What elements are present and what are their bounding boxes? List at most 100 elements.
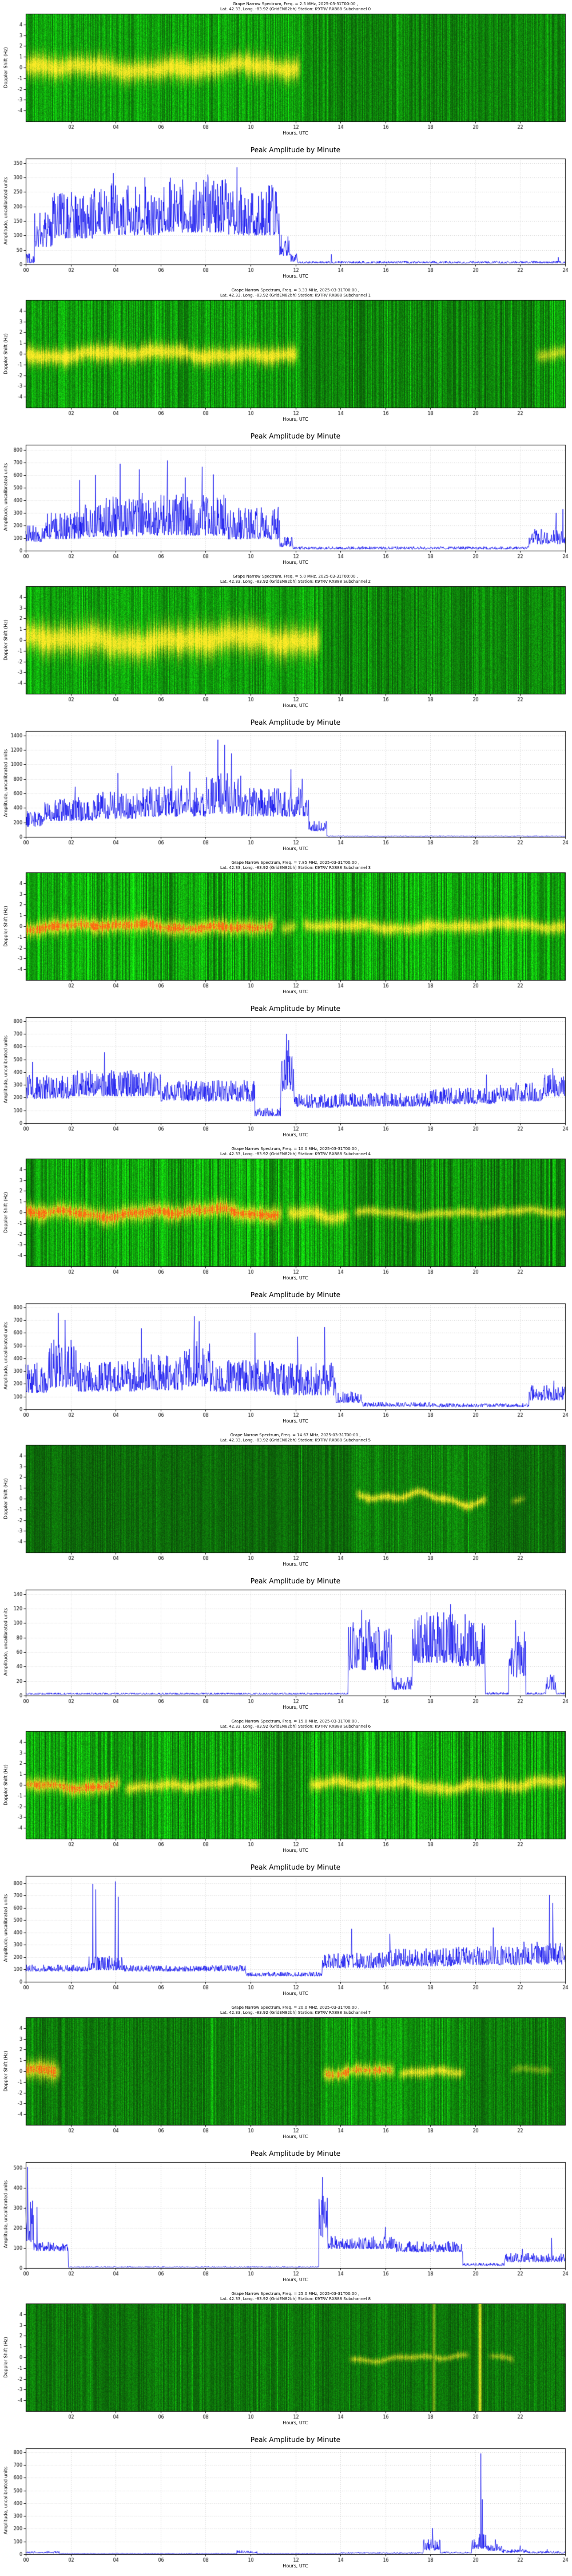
y-axis-label: Doppler Shift (Hz)	[3, 619, 9, 661]
line-chart-canvas-8	[0, 2433, 572, 2576]
y-axis-label: Doppler Shift (Hz)	[3, 1192, 9, 1233]
x-axis-label: Hours, UTC	[283, 703, 308, 708]
spectrogram-figure-3: Grape Narrow Spectrum, Freq. = 7.85 MHz,…	[0, 859, 572, 1002]
line-chart-canvas-5	[0, 1574, 572, 1717]
chart-title: Peak Amplitude by Minute	[250, 1577, 341, 1585]
chart-subtitle: Lat. 42.33, Long. -83.92 (GridEN82bh) St…	[220, 1152, 371, 1156]
line-chart-canvas-2	[0, 716, 572, 859]
spectrogram-canvas-5	[0, 1431, 572, 1574]
y-axis-label: Doppler Shift (Hz)	[3, 333, 9, 374]
amplitude-figure-5: Peak Amplitude by Minute Amplitude, unca…	[0, 1574, 572, 1717]
x-axis-label: Hours, UTC	[283, 1275, 308, 1281]
chart-subtitle: Lat. 42.33, Long. -83.92 (GridEN82bh) St…	[220, 2297, 371, 2301]
spectrogram-figure-0: Grape Narrow Spectrum, Freq. = 2.5 MHz, …	[0, 0, 572, 143]
x-axis-label: Hours, UTC	[283, 1848, 308, 1853]
chart-title: Grape Narrow Spectrum, Freq. = 5.0 MHz, …	[232, 574, 359, 579]
y-axis-label: Amplitude, uncalibrated units	[3, 2180, 9, 2249]
x-axis-label: Hours, UTC	[283, 2563, 308, 2569]
x-axis-label: Hours, UTC	[283, 1562, 308, 1567]
x-axis-label: Hours, UTC	[283, 131, 308, 136]
spectrogram-canvas-6	[0, 1717, 572, 1860]
x-axis-label: Hours, UTC	[283, 274, 308, 279]
chart-subtitle: Lat. 42.33, Long. -83.92 (GridEN82bh) St…	[220, 1438, 371, 1443]
x-axis-label: Hours, UTC	[283, 2420, 308, 2425]
amplitude-figure-3: Peak Amplitude by Minute Amplitude, unca…	[0, 1002, 572, 1145]
spectrogram-canvas-2	[0, 572, 572, 716]
spectrogram-canvas-0	[0, 0, 572, 143]
x-axis-label: Hours, UTC	[283, 1419, 308, 1424]
line-chart-canvas-0	[0, 143, 572, 286]
chart-subtitle: Lat. 42.33, Long. -83.92 (GridEN82bh) St…	[220, 2010, 371, 2015]
amplitude-figure-7: Peak Amplitude by Minute Amplitude, unca…	[0, 2147, 572, 2290]
amplitude-figure-6: Peak Amplitude by Minute Amplitude, unca…	[0, 1860, 572, 2004]
chart-title: Peak Amplitude by Minute	[250, 1005, 341, 1013]
x-axis-label: Hours, UTC	[283, 1705, 308, 1710]
chart-title: Grape Narrow Spectrum, Freq. = 3.33 MHz,…	[231, 288, 360, 293]
chart-title: Peak Amplitude by Minute	[250, 1291, 341, 1299]
y-axis-label: Amplitude, uncalibrated units	[3, 1894, 9, 1962]
line-chart-canvas-4	[0, 1288, 572, 1431]
y-axis-label: Amplitude, uncalibrated units	[3, 1321, 9, 1390]
y-axis-label: Amplitude, uncalibrated units	[3, 2466, 9, 2535]
chart-subtitle: Lat. 42.33, Long. -83.92 (GridEN82bh) St…	[220, 7, 371, 11]
spectrogram-figure-1: Grape Narrow Spectrum, Freq. = 3.33 MHz,…	[0, 286, 572, 429]
x-axis-label: Hours, UTC	[283, 2277, 308, 2282]
x-axis-label: Hours, UTC	[283, 989, 308, 994]
spectrogram-figure-2: Grape Narrow Spectrum, Freq. = 5.0 MHz, …	[0, 572, 572, 716]
chart-subtitle: Lat. 42.33, Long. -83.92 (GridEN82bh) St…	[220, 293, 371, 298]
amplitude-figure-8: Peak Amplitude by Minute Amplitude, unca…	[0, 2433, 572, 2576]
spectrogram-figure-8: Grape Narrow Spectrum, Freq. = 25.0 MHz,…	[0, 2290, 572, 2433]
amplitude-figure-4: Peak Amplitude by Minute Amplitude, unca…	[0, 1288, 572, 1431]
chart-title: Grape Narrow Spectrum, Freq. = 10.0 MHz,…	[231, 1147, 360, 1151]
spectrogram-figure-6: Grape Narrow Spectrum, Freq. = 15.0 MHz,…	[0, 1717, 572, 1860]
chart-title: Peak Amplitude by Minute	[250, 2150, 341, 2158]
x-axis-label: Hours, UTC	[283, 560, 308, 565]
amplitude-figure-1: Peak Amplitude by Minute Amplitude, unca…	[0, 429, 572, 572]
y-axis-label: Doppler Shift (Hz)	[3, 47, 9, 88]
line-chart-canvas-7	[0, 2147, 572, 2290]
y-axis-label: Doppler Shift (Hz)	[3, 2050, 9, 2092]
line-chart-canvas-1	[0, 429, 572, 572]
chart-title: Grape Narrow Spectrum, Freq. = 20.0 MHz,…	[231, 2005, 360, 2010]
amplitude-figure-2: Peak Amplitude by Minute Amplitude, unca…	[0, 716, 572, 859]
y-axis-label: Doppler Shift (Hz)	[3, 906, 9, 947]
y-axis-label: Doppler Shift (Hz)	[3, 1764, 9, 1805]
line-chart-canvas-3	[0, 1002, 572, 1145]
y-axis-label: Amplitude, uncalibrated units	[3, 1035, 9, 1104]
x-axis-label: Hours, UTC	[283, 2134, 308, 2139]
y-axis-label: Amplitude, uncalibrated units	[3, 176, 9, 245]
chart-title: Peak Amplitude by Minute	[250, 432, 341, 440]
spectrogram-canvas-4	[0, 1145, 572, 1288]
spectrogram-figure-4: Grape Narrow Spectrum, Freq. = 10.0 MHz,…	[0, 1145, 572, 1288]
y-axis-label: Doppler Shift (Hz)	[3, 2337, 9, 2378]
y-axis-label: Doppler Shift (Hz)	[3, 1478, 9, 1519]
spectrogram-canvas-3	[0, 859, 572, 1002]
x-axis-label: Hours, UTC	[283, 1132, 308, 1137]
spectrogram-figure-5: Grape Narrow Spectrum, Freq. = 14.67 MHz…	[0, 1431, 572, 1574]
line-chart-canvas-6	[0, 1860, 572, 2004]
spectrogram-canvas-7	[0, 2004, 572, 2147]
chart-subtitle: Lat. 42.33, Long. -83.92 (GridEN82bh) St…	[220, 1724, 371, 1729]
chart-title: Grape Narrow Spectrum, Freq. = 14.67 MHz…	[230, 1433, 361, 1437]
x-axis-label: Hours, UTC	[283, 1991, 308, 1996]
spectrogram-canvas-1	[0, 286, 572, 429]
chart-title: Peak Amplitude by Minute	[250, 146, 341, 154]
x-axis-label: Hours, UTC	[283, 846, 308, 851]
chart-subtitle: Lat. 42.33, Long. -83.92 (GridEN82bh) St…	[220, 579, 371, 584]
y-axis-label: Amplitude, uncalibrated units	[3, 749, 9, 817]
y-axis-label: Amplitude, uncalibrated units	[3, 1607, 9, 1676]
chart-title: Grape Narrow Spectrum, Freq. = 7.85 MHz,…	[231, 860, 360, 865]
spectrogram-canvas-8	[0, 2290, 572, 2433]
y-axis-label: Amplitude, uncalibrated units	[3, 463, 9, 531]
chart-subtitle: Lat. 42.33, Long. -83.92 (GridEN82bh) St…	[220, 866, 371, 870]
chart-title: Peak Amplitude by Minute	[250, 2436, 341, 2444]
chart-title: Grape Narrow Spectrum, Freq. = 25.0 MHz,…	[231, 2291, 360, 2296]
spectrogram-figure-7: Grape Narrow Spectrum, Freq. = 20.0 MHz,…	[0, 2004, 572, 2147]
chart-title: Grape Narrow Spectrum, Freq. = 2.5 MHz, …	[232, 2, 359, 6]
chart-title: Peak Amplitude by Minute	[250, 1863, 341, 1871]
chart-title: Grape Narrow Spectrum, Freq. = 15.0 MHz,…	[231, 1719, 360, 1724]
amplitude-figure-0: Peak Amplitude by Minute Amplitude, unca…	[0, 143, 572, 286]
chart-title: Peak Amplitude by Minute	[250, 718, 341, 726]
x-axis-label: Hours, UTC	[283, 417, 308, 422]
